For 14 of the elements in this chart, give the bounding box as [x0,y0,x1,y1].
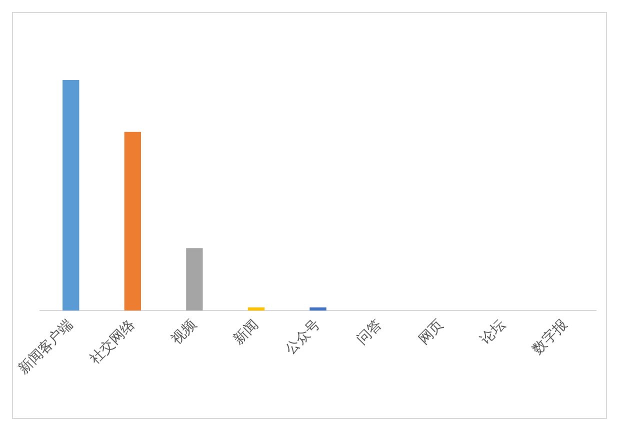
bar [124,132,142,311]
bar [310,307,326,311]
bar [62,80,80,311]
x-tick-label: 网页 [416,316,447,348]
x-tick-label: 新闻客户端 [15,316,76,378]
bar [248,307,265,311]
x-tick-label: 社交网络 [87,316,138,368]
x-tick-label: 问答 [354,316,386,348]
bar [186,248,203,311]
x-tick-label: 公众号 [282,316,324,358]
x-tick-label: 数字报 [530,316,571,358]
x-tick-label: 论坛 [478,316,509,348]
x-tick-label: 视频 [168,316,200,348]
x-tick-label: 新闻 [230,316,262,348]
